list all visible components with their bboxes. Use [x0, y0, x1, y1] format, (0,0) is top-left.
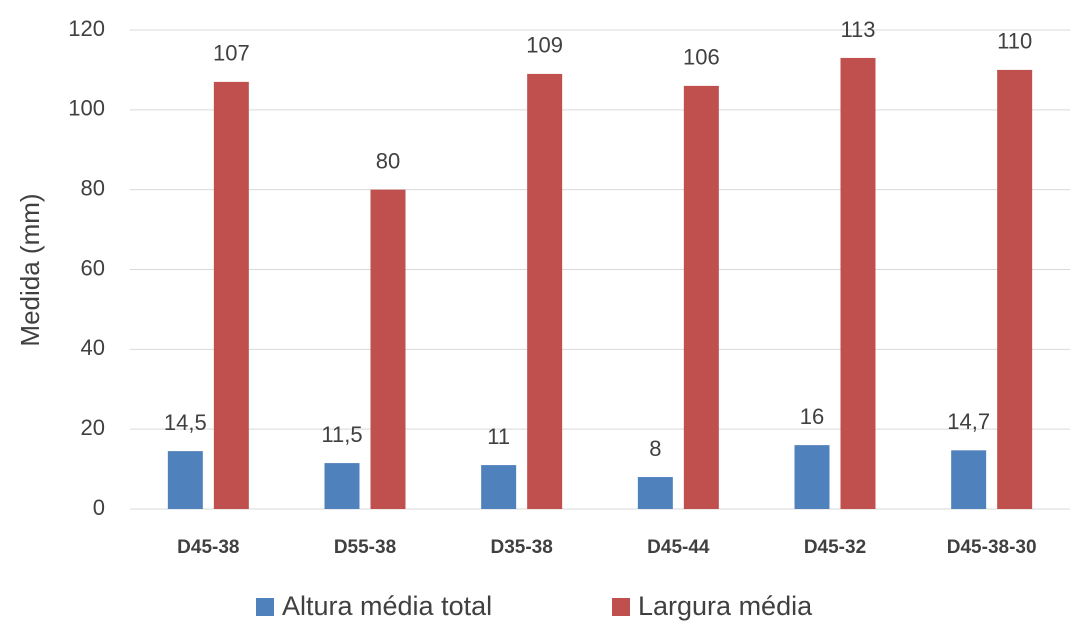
bar [637, 477, 673, 509]
x-tick-label: D45-38 [177, 537, 239, 558]
data-label: 11 [487, 424, 510, 449]
data-label: 16 [800, 404, 824, 429]
bar [840, 57, 876, 510]
bar [951, 450, 987, 509]
data-label: 106 [683, 45, 720, 70]
bar [481, 465, 517, 509]
y-tick-label: 120 [68, 16, 105, 41]
y-axis-title: Medida (mm) [15, 193, 45, 346]
data-label: 110 [997, 29, 1032, 54]
bar [324, 463, 360, 509]
y-tick-label: 0 [93, 495, 105, 520]
bar [213, 81, 249, 510]
data-label: 11,5 [321, 422, 362, 447]
bar [683, 85, 719, 509]
bar [997, 69, 1033, 510]
bar [167, 451, 203, 509]
y-tick-label: 40 [81, 335, 105, 360]
data-label: 107 [213, 41, 250, 66]
y-tick-label: 100 [68, 96, 105, 121]
y-tick-label: 20 [81, 415, 105, 440]
data-label: 109 [526, 33, 563, 58]
legend-swatch [612, 598, 630, 616]
legend-label: Altura média total [282, 591, 492, 621]
data-label: 80 [376, 148, 400, 173]
bar [370, 189, 406, 509]
bar [794, 445, 830, 509]
legend-label: Largura média [638, 591, 813, 621]
data-label: 8 [649, 436, 661, 461]
x-tick-label: D45-44 [647, 537, 710, 558]
data-label: 113 [840, 17, 875, 42]
x-tick-label: D55-38 [334, 537, 396, 558]
y-tick-label: 80 [81, 175, 105, 200]
bar [527, 73, 563, 510]
data-label: 14,7 [947, 409, 990, 434]
x-tick-label: D45-38-30 [947, 537, 1037, 558]
data-label: 14,5 [164, 410, 207, 435]
x-tick-label: D35-38 [491, 537, 553, 558]
y-tick-label: 60 [81, 255, 105, 280]
x-tick-label: D45-32 [804, 537, 866, 558]
legend-swatch [256, 598, 274, 616]
